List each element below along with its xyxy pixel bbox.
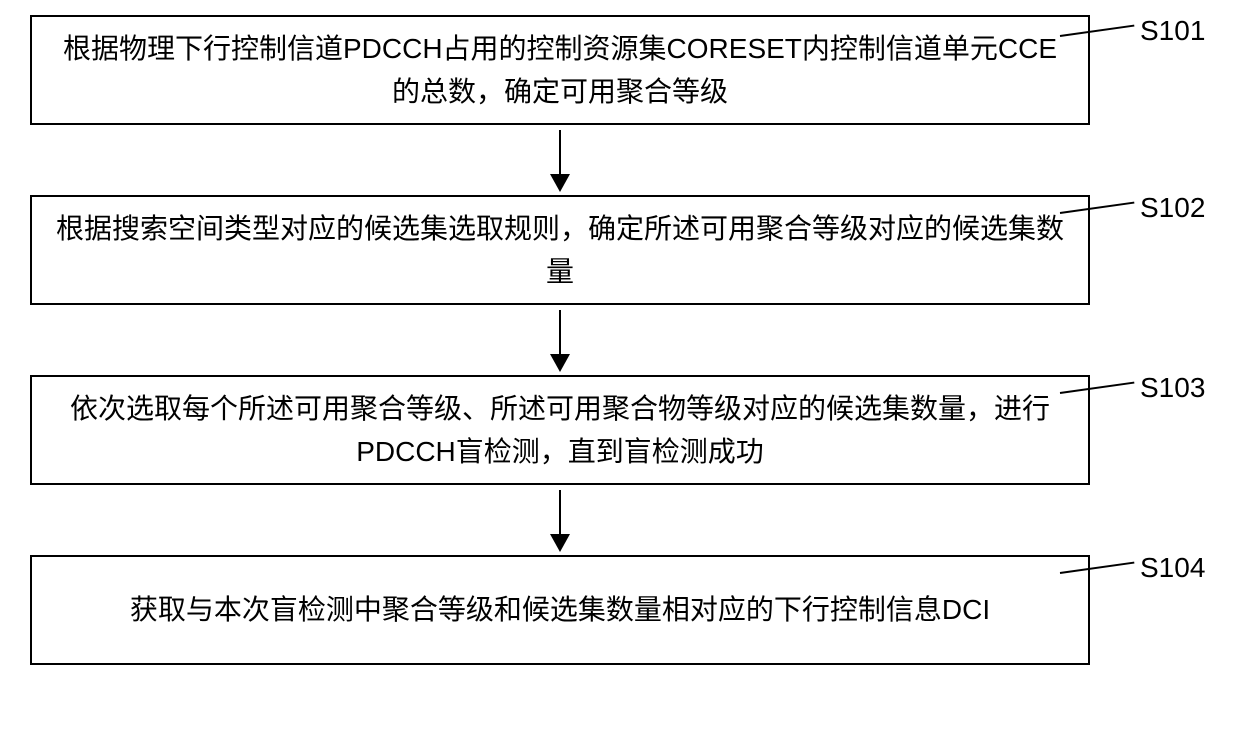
arrow-3 [559,490,561,550]
step-text-s103: 依次选取每个所述可用聚合等级、所述可用聚合物等级对应的候选集数量，进行PDCCH… [52,387,1068,474]
step-text-s101: 根据物理下行控制信道PDCCH占用的控制资源集CORESET内控制信道单元CCE… [52,27,1068,114]
step-label-s102: S102 [1140,192,1205,224]
arrow-2 [559,310,561,370]
arrow-container-1 [30,125,1090,195]
flowchart-container: 根据物理下行控制信道PDCCH占用的控制资源集CORESET内控制信道单元CCE… [30,15,1090,665]
step-label-s104: S104 [1140,552,1205,584]
step-text-s104: 获取与本次盲检测中聚合等级和候选集数量相对应的下行控制信息DCI [130,588,990,631]
step-box-s104: 获取与本次盲检测中聚合等级和候选集数量相对应的下行控制信息DCI [30,555,1090,665]
arrow-container-3 [30,485,1090,555]
step-label-s101: S101 [1140,15,1205,47]
arrow-1 [559,130,561,190]
arrow-container-2 [30,305,1090,375]
step-text-s102: 根据搜索空间类型对应的候选集选取规则，确定所述可用聚合等级对应的候选集数量 [52,207,1068,294]
step-box-s103: 依次选取每个所述可用聚合等级、所述可用聚合物等级对应的候选集数量，进行PDCCH… [30,375,1090,485]
step-box-s101: 根据物理下行控制信道PDCCH占用的控制资源集CORESET内控制信道单元CCE… [30,15,1090,125]
step-label-s103: S103 [1140,372,1205,404]
step-box-s102: 根据搜索空间类型对应的候选集选取规则，确定所述可用聚合等级对应的候选集数量 [30,195,1090,305]
